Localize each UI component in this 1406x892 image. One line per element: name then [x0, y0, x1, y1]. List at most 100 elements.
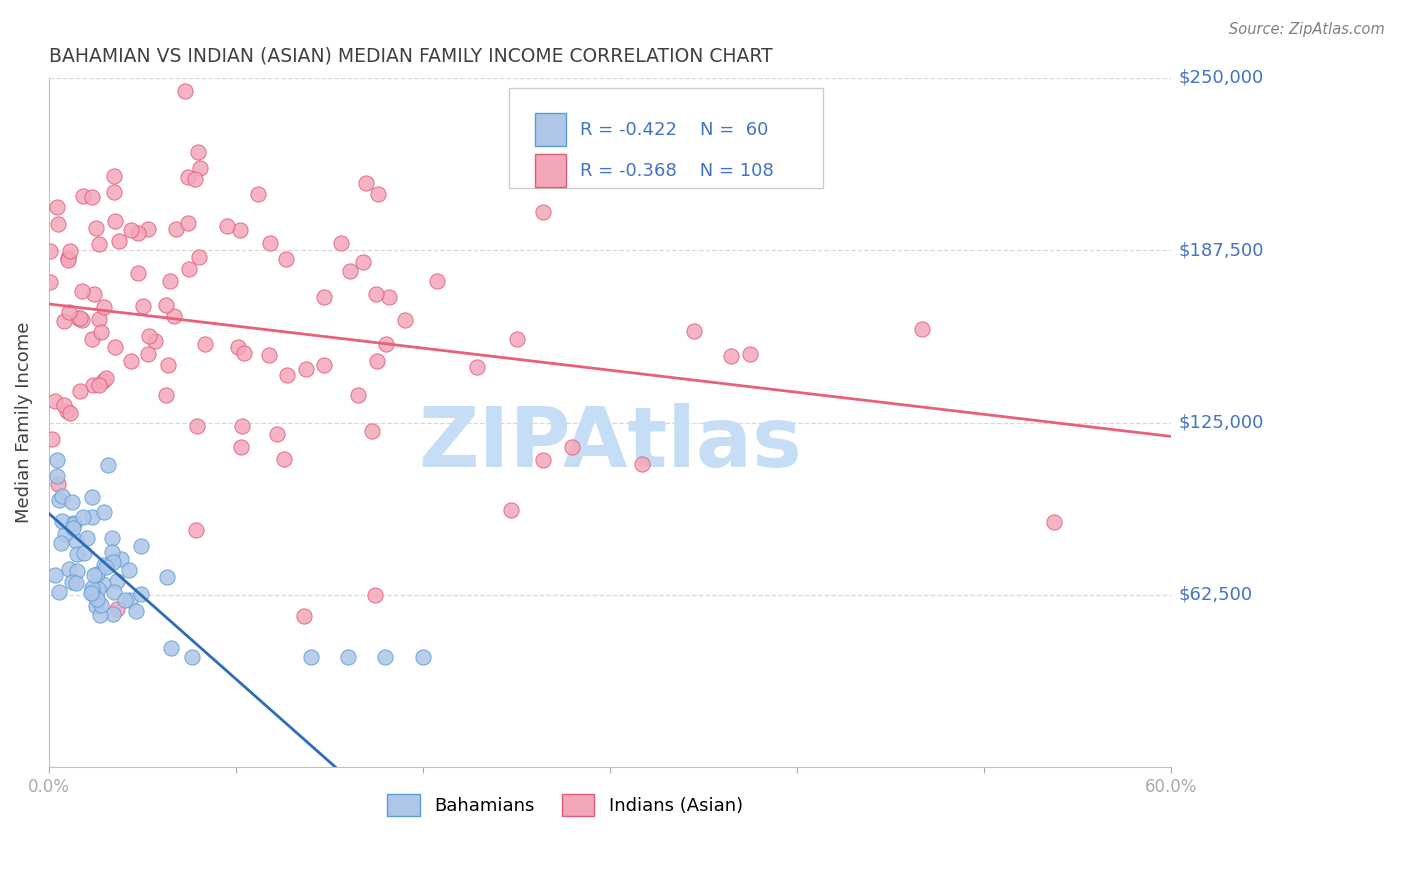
Point	[83, 567, 105, 582]
Point	[337, 650, 360, 665]
Point	[465, 360, 488, 375]
Point	[229, 440, 252, 454]
Point	[177, 262, 200, 277]
Point	[127, 266, 149, 280]
Point	[82, 378, 104, 392]
Point	[53, 314, 76, 328]
Point	[80, 510, 103, 524]
Point	[173, 84, 195, 98]
Point	[82, 584, 104, 599]
Point	[165, 222, 187, 236]
Point	[44, 567, 66, 582]
Point	[80, 586, 103, 600]
Point	[394, 313, 416, 327]
Point	[276, 368, 298, 382]
Point	[561, 440, 583, 454]
Point	[59, 405, 82, 419]
Point	[66, 547, 89, 561]
Point	[49, 536, 72, 550]
Point	[177, 216, 200, 230]
Point	[184, 523, 207, 537]
Point	[103, 555, 125, 569]
Y-axis label: Median Family Income: Median Family Income	[15, 322, 32, 524]
Point	[93, 505, 115, 519]
Point	[108, 234, 131, 248]
Point	[499, 503, 522, 517]
Point	[136, 222, 159, 236]
Point	[51, 514, 73, 528]
Point	[143, 334, 166, 349]
Point	[339, 263, 361, 277]
Point	[46, 476, 69, 491]
Point	[62, 516, 84, 530]
Point	[46, 200, 69, 214]
Point	[84, 599, 107, 613]
Text: ZIPAtlas: ZIPAtlas	[418, 403, 801, 483]
Point	[39, 275, 62, 289]
Point	[506, 332, 529, 346]
Point	[90, 325, 112, 339]
Point	[259, 235, 281, 250]
Text: $62,500: $62,500	[1180, 586, 1253, 604]
Point	[136, 347, 159, 361]
Point	[274, 252, 297, 266]
Point	[330, 236, 353, 251]
Point	[312, 358, 335, 372]
Text: $187,500: $187,500	[1180, 241, 1264, 260]
Point	[346, 388, 368, 402]
Point	[312, 290, 335, 304]
Point	[69, 384, 91, 399]
Point	[46, 468, 69, 483]
Point	[156, 570, 179, 584]
Text: Source: ZipAtlas.com: Source: ZipAtlas.com	[1229, 22, 1385, 37]
Point	[226, 340, 249, 354]
Point	[683, 324, 706, 338]
Point	[118, 563, 141, 577]
Point	[72, 285, 94, 299]
Point	[273, 451, 295, 466]
Point	[48, 493, 70, 508]
Point	[156, 358, 179, 372]
Point	[41, 432, 63, 446]
Point	[48, 584, 70, 599]
Point	[377, 290, 399, 304]
Text: R = -0.422    N =  60: R = -0.422 N = 60	[579, 120, 768, 138]
Point	[86, 591, 108, 606]
Point	[80, 190, 103, 204]
Point	[299, 650, 322, 665]
Point	[56, 252, 79, 266]
Point	[720, 349, 742, 363]
Point	[132, 299, 155, 313]
Text: BAHAMIAN VS INDIAN (ASIAN) MEDIAN FAMILY INCOME CORRELATION CHART: BAHAMIAN VS INDIAN (ASIAN) MEDIAN FAMILY…	[49, 46, 773, 65]
Point	[93, 374, 115, 388]
Point	[118, 593, 141, 607]
FancyBboxPatch shape	[509, 88, 823, 188]
Text: $125,000: $125,000	[1180, 414, 1264, 432]
Point	[426, 274, 449, 288]
Point	[87, 378, 110, 392]
Point	[159, 274, 181, 288]
Point	[80, 490, 103, 504]
Point	[101, 607, 124, 622]
Point	[73, 546, 96, 560]
Point	[87, 312, 110, 326]
Text: $250,000: $250,000	[1180, 69, 1264, 87]
Point	[93, 558, 115, 572]
Point	[186, 418, 208, 433]
Point	[110, 552, 132, 566]
Point	[103, 584, 125, 599]
Text: R = -0.368    N = 108: R = -0.368 N = 108	[579, 162, 773, 180]
Point	[45, 453, 67, 467]
Point	[177, 169, 200, 184]
Point	[87, 582, 110, 597]
Point	[367, 187, 389, 202]
Point	[231, 418, 253, 433]
Point	[56, 253, 79, 268]
Point	[62, 521, 84, 535]
Point	[96, 370, 118, 384]
Point	[361, 424, 384, 438]
Point	[69, 311, 91, 326]
Point	[91, 577, 114, 591]
Point	[80, 581, 103, 595]
Point	[163, 309, 186, 323]
